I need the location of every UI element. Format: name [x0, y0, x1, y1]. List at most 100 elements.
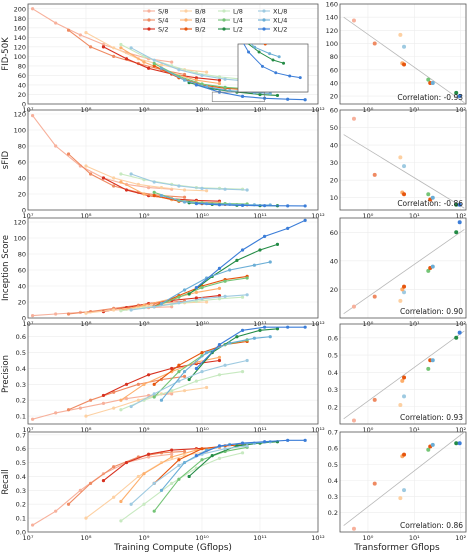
data-point	[124, 57, 129, 61]
scatter-point	[372, 294, 377, 299]
data-point	[159, 302, 164, 306]
y-tick-label: 0.2	[16, 501, 26, 509]
data-point	[54, 312, 58, 316]
data-point	[245, 444, 249, 448]
data-point	[275, 327, 280, 331]
data-point	[303, 204, 307, 208]
data-point	[194, 286, 198, 290]
data-point	[142, 382, 146, 386]
scatter-point	[430, 195, 435, 200]
legend-label: XL/2	[273, 26, 287, 34]
x-tick-label: 10⁷	[23, 426, 34, 434]
x-tick-label: 10¹⁰	[195, 212, 209, 220]
data-point	[170, 448, 174, 452]
correlation-annotation: Correlation: 0.90	[400, 307, 463, 316]
x-tick-label: 10⁸	[81, 426, 92, 434]
series-line-l-8	[120, 452, 243, 522]
scatter-point	[372, 397, 377, 402]
data-point	[101, 401, 106, 405]
data-point	[182, 195, 187, 199]
data-point	[217, 343, 222, 347]
data-point	[240, 94, 245, 98]
series-line-s-4	[68, 375, 185, 411]
data-point	[112, 465, 116, 469]
x-tick-label: 10¹²	[311, 212, 325, 220]
scatter-point	[426, 77, 431, 82]
data-point	[142, 60, 146, 64]
scatter-point	[402, 284, 407, 289]
data-point	[252, 263, 256, 267]
data-point	[217, 297, 222, 301]
y-tick-label: 0.4	[328, 369, 338, 377]
x-tick-label: 10²	[455, 534, 466, 542]
data-point	[152, 382, 156, 386]
data-point	[152, 305, 156, 309]
inset-series-line	[250, 44, 280, 58]
panel-precision_left: 0.1 0.2 0.3 0.4 0.5 0.6 10⁷ 10⁸ 10⁹ 10¹⁰ 10¹¹ 10¹² P…	[1, 323, 325, 434]
legend-label: XL/4	[273, 17, 287, 25]
data-point	[101, 176, 106, 180]
data-point	[170, 455, 174, 459]
data-point	[112, 495, 116, 499]
x-tick-label: 10⁰	[362, 426, 373, 434]
scatter-point	[351, 418, 356, 423]
data-point	[303, 98, 307, 102]
axes-frame	[27, 431, 319, 533]
y-tick-label: 0.4	[328, 477, 338, 485]
data-point	[286, 226, 290, 230]
y-tick-label: 60	[330, 229, 338, 237]
data-point	[124, 460, 129, 465]
inset-data-point	[243, 39, 246, 42]
inset-data-point	[282, 61, 286, 65]
series-line-xl-2	[196, 203, 306, 207]
inset-data-point	[247, 50, 251, 54]
data-point	[204, 350, 209, 355]
y-tick-label: 160	[326, 1, 338, 9]
data-point	[101, 42, 106, 47]
x-tick-label: 10²	[455, 426, 466, 434]
data-point	[303, 438, 307, 442]
data-point	[112, 184, 116, 188]
legend-marker	[184, 9, 188, 13]
scatter-point	[402, 192, 407, 197]
data-point	[217, 444, 222, 448]
legend-label: L/8	[233, 8, 243, 16]
data-point	[152, 61, 156, 66]
axes-frame	[27, 217, 319, 319]
y-tick-label: 60	[330, 107, 338, 115]
legend-marker	[222, 18, 226, 22]
data-point	[170, 60, 174, 64]
y-tick-label: 10	[330, 194, 338, 202]
axes-frame	[339, 3, 467, 105]
trend-line	[343, 432, 465, 526]
legend-marker	[262, 27, 266, 31]
legend-label: B/8	[195, 8, 206, 16]
data-point	[275, 242, 280, 246]
scatter-point	[454, 335, 459, 340]
data-point	[187, 377, 191, 382]
data-point	[119, 46, 123, 50]
data-point	[170, 366, 174, 371]
data-point	[136, 382, 140, 386]
y-tick-label: 200	[14, 5, 26, 13]
scatter-point	[430, 264, 435, 269]
data-point	[112, 406, 116, 410]
y-tick-label: 140	[14, 34, 26, 42]
data-point	[182, 188, 187, 192]
data-point	[84, 414, 88, 418]
y-tick-label: 60	[330, 66, 338, 74]
data-point	[129, 404, 133, 409]
legend-label: S/4	[158, 17, 168, 25]
series-line-s-8	[32, 8, 172, 63]
data-point	[200, 370, 204, 374]
inset-data-point	[264, 39, 267, 42]
data-point	[235, 258, 239, 262]
data-point	[245, 188, 249, 192]
y-tick-label: 0	[22, 207, 26, 215]
data-point	[54, 509, 58, 513]
data-point	[200, 447, 204, 451]
data-point	[84, 164, 88, 168]
scatter-point	[457, 441, 462, 446]
x-tick-label: 10¹²	[311, 534, 325, 542]
series-line-xl-4	[161, 336, 271, 401]
